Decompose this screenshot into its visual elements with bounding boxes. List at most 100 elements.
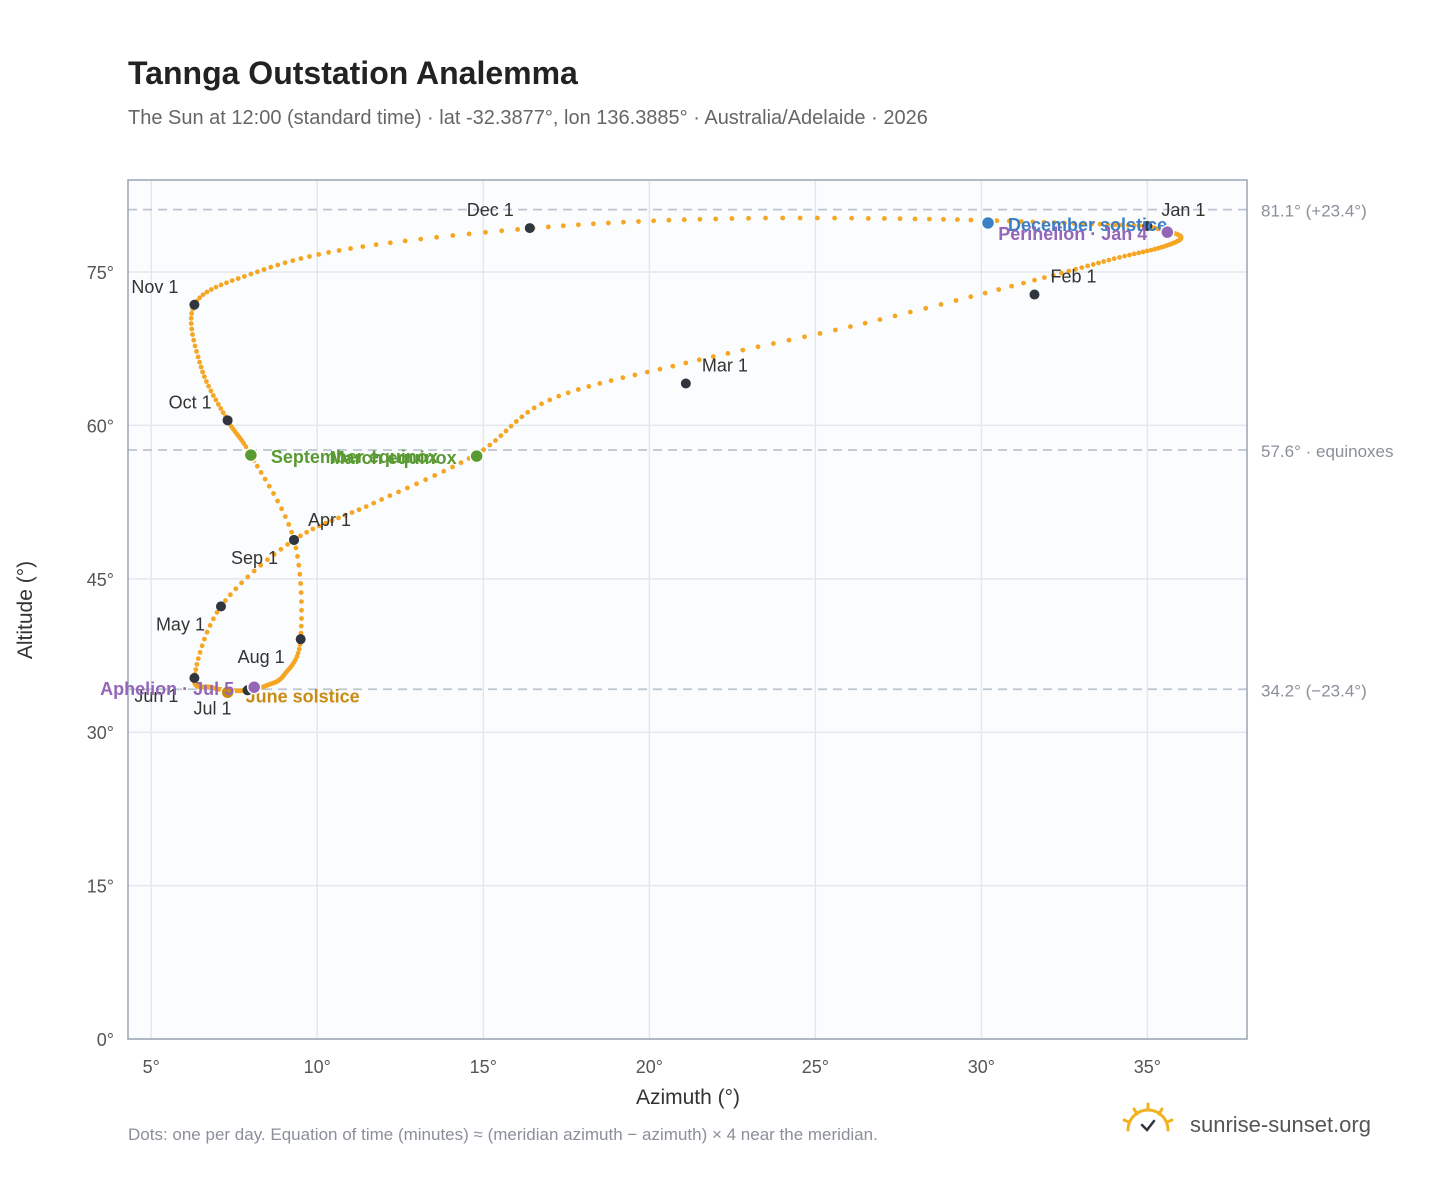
daily-dot [487,442,493,448]
y-tick-label: 15° [87,877,114,897]
daily-dot [1050,272,1056,278]
month-marker [289,534,300,545]
daily-dot [191,337,197,343]
daily-dot [1105,222,1111,227]
daily-dot [189,326,195,332]
daily-dot [211,616,216,622]
month-marker [189,299,200,310]
daily-dot [1059,270,1064,276]
daily-dot [434,234,439,240]
daily-dot [1152,246,1157,252]
daily-dot [608,378,614,383]
daily-dot [1140,249,1146,255]
daily-dot [591,221,596,227]
month-marker [680,378,691,389]
month-label: Oct 1 [169,392,212,412]
month-marker [1029,289,1040,300]
daily-dot [499,228,505,234]
daily-dot [1136,223,1142,229]
daily-dot [576,222,581,228]
daily-dot [696,357,702,363]
daily-dot [636,219,641,224]
daily-dot [513,419,519,424]
daily-dot [299,616,304,621]
daily-dot [193,667,199,672]
daily-dot [797,215,803,221]
event-label: Aphelion · Jul 5 [100,679,234,699]
month-label: Sep 1 [231,548,278,568]
daily-dot [771,341,776,346]
daily-dot [713,216,719,222]
daily-dot [897,216,903,222]
daily-dot [197,295,203,301]
daily-dot [396,489,401,495]
daily-dot [310,526,316,532]
daily-dot [606,220,611,226]
month-marker [295,634,306,645]
daily-dot [208,388,214,394]
daily-dot [295,554,300,559]
daily-dot [1119,222,1125,228]
daily-dot [938,302,944,307]
y-axis-label: Altitude (°) [14,561,37,659]
daily-dot [282,260,288,266]
daily-dot [265,557,270,563]
daily-dot [525,409,531,415]
month-label: Nov 1 [131,277,178,297]
daily-dot [200,369,206,375]
daily-dot [1062,220,1067,226]
daily-dot [307,254,312,259]
daily-dot [832,215,837,221]
daily-dot [239,580,245,586]
daily-dot [336,515,341,521]
daily-dot [298,590,304,595]
daily-dot [697,216,703,222]
daily-dot [802,334,807,340]
daily-dot [197,650,203,655]
daily-dot [402,238,408,244]
daily-dot [815,215,820,221]
daily-dot [202,636,207,642]
daily-dot [1125,222,1131,228]
daily-dot [1032,277,1037,283]
month-marker [215,601,226,612]
daily-dot [912,216,918,222]
month-label: Apr 1 [308,510,351,530]
daily-dot [515,227,520,232]
daily-dot [432,473,438,478]
daily-dot [1127,252,1132,258]
daily-dot [206,383,212,389]
daily-dot [560,223,566,229]
daily-dot [941,216,946,222]
daily-dot [1090,262,1096,267]
daily-dot [996,287,1002,292]
chart-title: Tannga Outstation Analemma [128,55,578,91]
daily-dot [290,258,296,264]
daily-dot [466,231,472,237]
daily-dot [1144,248,1150,254]
daily-dot [192,343,198,349]
y-tick-label: 75° [87,263,114,283]
daily-dot [278,546,284,552]
x-axis-ticks: 5° 10° 15° 20° 25° 30° 35° [143,1057,1161,1077]
daily-dot [531,405,537,411]
daily-dot [298,533,303,539]
month-label: Jul 1 [194,698,232,718]
daily-dot [296,646,302,652]
daily-dot [204,289,210,295]
daily-dot [620,375,626,381]
daily-dot [1079,265,1085,270]
daily-dot [204,379,209,384]
daily-dot [565,390,571,396]
daily-dot [651,218,656,224]
month-marker [1142,221,1153,232]
daily-dot [214,610,220,615]
daily-dot [194,349,199,354]
daily-dot [632,372,638,378]
daily-dot [780,215,786,221]
daily-dot [207,623,213,628]
chart-subtitle: The Sun at 12:00 (standard time) · lat -… [128,107,928,129]
month-label: Jan 1 [1161,200,1205,220]
x-tick-label: 35° [1134,1057,1161,1077]
daily-dot [586,384,592,389]
